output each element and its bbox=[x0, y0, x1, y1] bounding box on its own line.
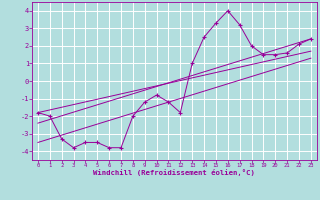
X-axis label: Windchill (Refroidissement éolien,°C): Windchill (Refroidissement éolien,°C) bbox=[93, 169, 255, 176]
